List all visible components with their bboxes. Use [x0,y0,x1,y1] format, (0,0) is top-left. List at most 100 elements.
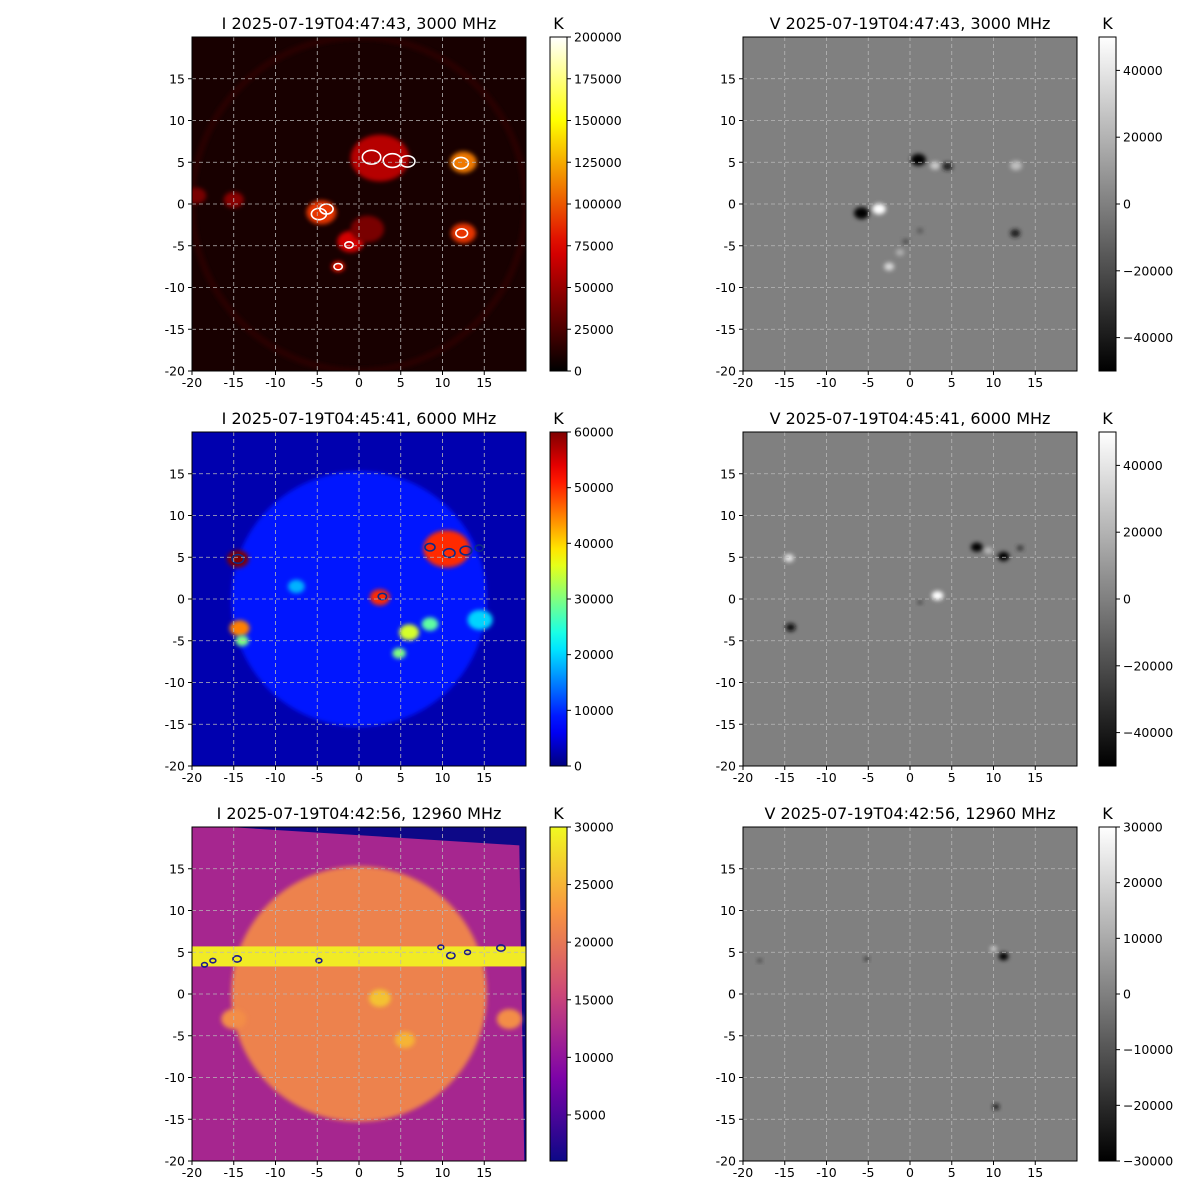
colorbar-tick-label: 50000 [574,480,614,495]
colorbar-tick-label: 0 [574,364,582,379]
source-blob [998,952,1009,961]
source-blob [783,554,794,563]
colorbar-label: K [1102,14,1113,33]
y-tick-label: -10 [716,280,736,295]
y-tick-label: 5 [728,155,736,170]
x-tick-label: 5 [397,770,405,785]
image-background [743,827,1077,1161]
x-tick-label: -15 [224,375,244,390]
colorbar-tick-label: 200000 [574,30,622,45]
x-tick-label: -10 [816,770,836,785]
source-blob [450,223,476,244]
y-tick-label: -5 [173,238,185,253]
source-blob [902,238,910,245]
x-tick-label: 0 [355,1165,363,1180]
source-blob [227,550,249,568]
source-blob [942,162,953,171]
source-blob [350,215,385,243]
panel-1: -20 -15 -10 -5 0 5 10 15 -20 -15 -10 -5 0 5 10 15 I 2025… [165,14,622,390]
panel-title: V 2025-07-19T04:47:43, 3000 MHz [770,14,1051,33]
x-tick-label: -15 [775,1165,795,1180]
colorbar-tick-label: 100000 [574,197,622,212]
y-tick-label: -10 [716,1070,736,1085]
source-blob [1016,545,1024,551]
x-tick-label: -5 [862,1165,874,1180]
solar-disk [231,866,487,1122]
contour [474,544,485,552]
colorbar-tick-label: −10000 [1123,1042,1173,1057]
colorbar-label: K [1102,409,1113,428]
x-tick-label: -5 [862,770,874,785]
x-tick-label: -20 [182,1165,202,1180]
colorbar-tick-label: 40000 [574,536,614,551]
source-blob [369,989,391,1007]
source-blob [757,958,763,963]
colorbar-tick-label: −40000 [1123,330,1173,345]
colorbar-tick-label: 0 [574,759,582,774]
contour [232,954,243,963]
x-tick-label: 15 [1027,1165,1043,1180]
contour [424,542,436,552]
y-tick-label: 10 [720,903,736,918]
x-tick-label: -15 [224,1165,244,1180]
image-background [743,432,1077,766]
x-tick-label: -15 [775,770,795,785]
colorbar-tick-label: −20000 [1123,1098,1173,1113]
colorbar-tick-label: 30000 [574,592,614,607]
x-tick-label: -5 [311,375,323,390]
x-tick-label: 10 [435,770,451,785]
x-tick-label: 10 [435,375,451,390]
source-blob [930,161,941,170]
y-tick-label: -10 [165,280,185,295]
colorbar-tick-label: 30000 [574,820,614,835]
x-tick-label: 5 [948,1165,956,1180]
colorbar-tick-label: 20000 [1123,525,1163,540]
image-area [192,37,526,371]
colorbar-tick-label: 20000 [1123,875,1163,890]
colorbar-tick-label: 0 [1123,987,1131,1002]
x-tick-label: 0 [906,770,914,785]
colorbar-tick-label: 10000 [574,703,614,718]
y-tick-label: 15 [169,71,185,86]
colorbar-tick-label: −20000 [1123,263,1173,278]
y-tick-label: -15 [716,1112,736,1127]
y-tick-label: 10 [720,508,736,523]
source-blob [392,647,406,659]
y-tick-label: -20 [716,759,736,774]
y-tick-label: -10 [165,675,185,690]
y-tick-label: -15 [165,322,185,337]
x-tick-label: 15 [476,770,492,785]
source-blob [229,620,250,637]
contour [333,262,344,271]
y-tick-label: 5 [728,550,736,565]
y-tick-label: 15 [169,861,185,876]
y-tick-label: -10 [716,675,736,690]
colorbar-tick-label: 25000 [574,877,614,892]
panel-4: -20 -15 -10 -5 0 5 10 15 -20 -15 -10 -5 0 5 10 15 V 2025… [716,409,1174,785]
y-tick-label: -5 [173,1028,185,1043]
colorbar-tick-label: 75000 [574,238,614,253]
contour [315,957,323,964]
colorbar-tick-label: 30000 [1123,820,1163,835]
image-background [192,37,526,371]
x-tick-label: 15 [1027,375,1043,390]
colorbar-tick-label: 150000 [574,113,622,128]
contour [437,944,445,951]
x-tick-label: -20 [182,770,202,785]
colorbar-tick-label: 5000 [574,1107,606,1122]
x-tick-label: 5 [948,770,956,785]
image-area [743,432,1077,766]
source-blob [394,1031,415,1048]
y-tick-label: 0 [728,987,736,1002]
y-tick-label: -5 [173,633,185,648]
y-tick-label: 0 [728,592,736,607]
contour [442,547,456,559]
y-tick-label: 0 [177,197,185,212]
colorbar-tick-label: −30000 [1123,1154,1173,1169]
y-tick-label: -15 [165,717,185,732]
y-tick-label: 0 [177,592,185,607]
x-tick-label: -10 [265,1165,285,1180]
colorbar-tick-label: 0 [1123,197,1131,212]
x-tick-label: 0 [355,770,363,785]
y-tick-label: -5 [724,633,736,648]
